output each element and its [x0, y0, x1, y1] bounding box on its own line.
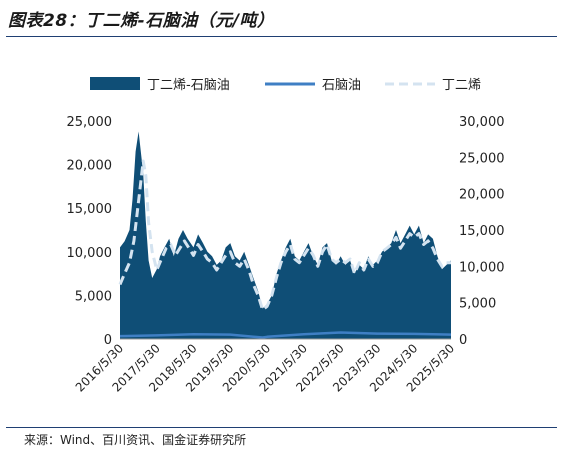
- source-note: 来源：Wind、百川资讯、国金证券研究所: [24, 433, 247, 447]
- y-left-tick-label: 25,000: [67, 115, 113, 130]
- legend-label-0: 丁二烯-石脑油: [147, 78, 230, 93]
- legend-swatch-0: [90, 77, 140, 90]
- y-left-tick-label: 15,000: [67, 202, 113, 217]
- y-right-tick-label: 15,000: [459, 224, 505, 239]
- series-area-0: [120, 131, 451, 339]
- y-right-tick-label: 5,000: [459, 297, 496, 312]
- y-left-tick-label: 20,000: [67, 159, 113, 174]
- legend-label-1: 石脑油: [322, 78, 361, 93]
- footer-divider: [6, 427, 557, 428]
- y-left-tick-label: 10,000: [67, 246, 113, 261]
- y-right-tick-label: 0: [459, 333, 467, 348]
- y-right-tick-label: 25,000: [459, 151, 505, 166]
- title-divider: [6, 36, 557, 37]
- series-line-1: [119, 331, 452, 339]
- series-line-2: [118, 159, 451, 312]
- chart-title: 图表28：丁二烯-石脑油（元/吨）: [8, 11, 275, 31]
- y-right-tick-label: 20,000: [459, 188, 505, 203]
- legend-label-2: 丁二烯: [442, 78, 481, 93]
- y-right-tick-label: 10,000: [459, 260, 505, 275]
- y-left-tick-label: 0: [104, 333, 112, 348]
- y-right-tick-label: 30,000: [459, 115, 505, 130]
- y-left-tick-label: 5,000: [75, 289, 112, 304]
